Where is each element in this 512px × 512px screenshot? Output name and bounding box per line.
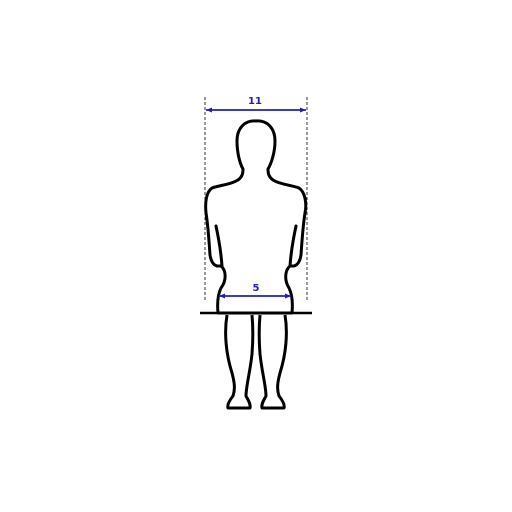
left-leg-outline [224, 314, 255, 410]
right-arm-inner-line [288, 224, 298, 268]
shoulder-width-label: 11 [248, 96, 262, 107]
shoulder-right-arrowhead [300, 107, 306, 113]
left-arm-inner-line [214, 224, 224, 268]
shoulder-left-arrowhead [206, 107, 212, 113]
hip-right-arrowhead [285, 293, 291, 299]
hip-width-label: 5 [253, 283, 260, 294]
hip-left-arrowhead [219, 293, 225, 299]
right-leg-outline [257, 314, 288, 410]
